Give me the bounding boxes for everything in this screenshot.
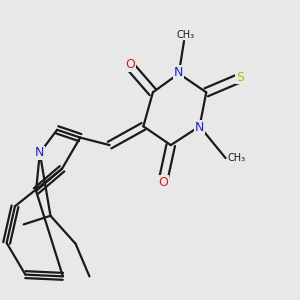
Text: CH₃: CH₃ (176, 30, 194, 40)
Text: S: S (236, 70, 244, 83)
Text: N: N (35, 146, 44, 159)
Text: O: O (125, 58, 135, 71)
Text: O: O (158, 176, 168, 189)
Text: N: N (195, 121, 204, 134)
Text: CH₃: CH₃ (227, 153, 246, 163)
Text: N: N (174, 66, 184, 79)
